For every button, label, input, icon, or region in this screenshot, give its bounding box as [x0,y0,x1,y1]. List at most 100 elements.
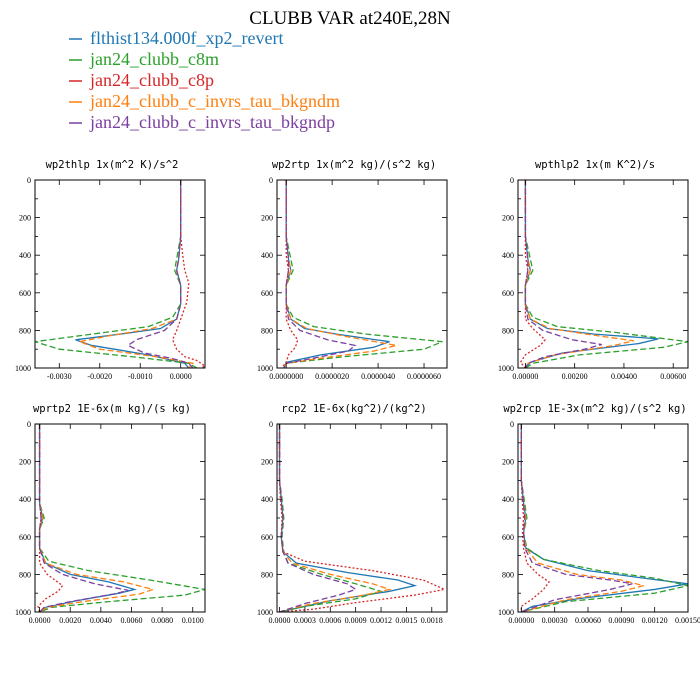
series-line [38,424,205,612]
y-tick-label: 800 [19,326,31,335]
y-tick-label: 1000 [257,364,273,373]
series-line [171,180,205,368]
x-tick-label: 0.00150 [675,616,700,625]
y-tick-label: 800 [261,570,273,579]
y-tick-label: 600 [19,289,31,298]
x-tick-label: 0.0000000 [269,372,303,381]
x-tick-label: 0.00600 [660,372,686,381]
series-line [278,424,358,612]
y-tick-label: 200 [502,214,514,223]
legend-entry-label: flthist134.000f_xp2_revert [90,28,283,48]
x-tick-label: 0.00000 [508,616,534,625]
x-tick-label: 0.0040 [90,616,112,625]
y-tick-label: 0 [27,176,31,185]
x-tick-label: 0.00400 [611,372,637,381]
x-tick-label: 0.0000 [170,372,192,381]
series-line [520,424,688,612]
y-tick-label: 800 [261,326,273,335]
y-tick-label: 1000 [15,364,31,373]
chart-panel: wpthlp2 1x(m K^2)/s020040060080010000.00… [498,159,689,381]
y-tick-label: 200 [261,458,273,467]
x-tick-label: 0.0000020 [315,372,349,381]
y-tick-label: 600 [261,533,273,542]
y-tick-label: 1000 [498,608,514,617]
series-line [278,424,447,612]
y-tick-label: 200 [261,214,273,223]
series-line [38,424,138,612]
y-tick-label: 800 [502,326,514,335]
x-tick-label: 0.0000 [269,616,291,625]
x-tick-label: 0.0015 [395,616,417,625]
x-tick-label: 0.00090 [608,616,634,625]
legend-entry-label: jan24_clubb_c8m [89,49,219,69]
series-line [519,180,547,368]
x-tick-label: 0.0000060 [407,372,441,381]
series-line [126,180,194,368]
y-tick-label: 0 [510,176,514,185]
series-line [520,424,633,612]
x-tick-label: 0.0000040 [361,372,395,381]
series-line [38,424,156,612]
panels: wp2thlp 1x(m^2 K)/s^2 0 200 400 600 800 1000 -0… [15,159,700,625]
x-tick-label: 0.0020 [59,616,81,625]
figure-title: CLUBB VAR at240E,28N [249,8,451,29]
y-tick-label: 400 [502,495,514,504]
panel-title: wpthlp2 1x(m K^2)/s [535,159,655,171]
y-tick-label: 400 [19,495,31,504]
series-line [278,424,384,612]
legend: flthist134.000f_xp2_revertjan24_clubb_c8… [69,28,340,132]
legend-entry-label: jan24_clubb_c8p [89,70,214,90]
panel-title: rcp2 1E-6x(kg^2)/(kg^2) [281,403,426,415]
y-tick-label: 200 [19,458,31,467]
series-line [283,180,397,368]
series-line [38,424,129,612]
x-tick-label: 0.00030 [542,616,568,625]
series-line [77,180,195,368]
series-line [520,424,551,612]
y-tick-label: 1000 [257,608,273,617]
y-tick-label: 200 [19,214,31,223]
y-tick-label: 600 [502,533,514,542]
x-tick-label: 0.0006 [319,616,341,625]
x-tick-label: 0.0080 [151,616,173,625]
y-tick-label: 0 [27,420,31,429]
x-tick-label: 0.00060 [575,616,601,625]
series-line [283,180,443,368]
x-tick-label: 0.00120 [642,616,668,625]
y-tick-label: 0 [269,420,273,429]
chart-panel: wp2thlp 1x(m^2 K)/s^2 0 200 400 600 800 1000 -0… [15,159,206,381]
plot-frame [276,423,448,613]
plot-frame [34,179,206,369]
panel-title: wp2rcp 1E-3x(m^2 kg)/(s^2 kg) [503,403,686,415]
series-line [283,180,357,368]
chart-panel: wp2rcp 1E-3x(m^2 kg)/(s^2 kg) 0 200 400 600 8… [498,403,700,625]
y-tick-label: 600 [502,289,514,298]
series-line [520,424,688,612]
y-tick-label: 600 [19,533,31,542]
chart-panel: wp2rtp 1x(m^2 kg)/(s^2 kg) 0 200 400 600 800 1… [257,159,448,381]
series-line [281,180,299,368]
series-line [524,180,602,368]
x-tick-label: -0.0030 [47,372,72,381]
x-tick-label: -0.0020 [87,372,112,381]
panel-title: wp2thlp 1x(m^2 K)/s^2 [46,159,179,171]
y-tick-label: 0 [510,420,514,429]
series-line [283,180,390,368]
y-tick-label: 800 [502,570,514,579]
y-tick-label: 200 [502,458,514,467]
y-tick-label: 400 [502,251,514,260]
x-tick-label: 0.0003 [294,616,316,625]
panel-title: wp2rtp 1x(m^2 kg)/(s^2 kg) [272,159,436,171]
x-tick-label: 0.0012 [370,616,392,625]
y-tick-label: 400 [19,251,31,260]
series-line [520,424,644,612]
x-tick-label: 0.0000 [29,616,51,625]
x-tick-label: 0.0009 [345,616,367,625]
plot-frame [517,423,689,613]
series-line [524,180,634,368]
legend-entry-label: jan24_clubb_c_invrs_tau_bkgndp [89,112,335,132]
x-tick-label: 0.00200 [562,372,588,381]
plot-frame [517,179,689,369]
x-tick-label: 0.0060 [120,616,142,625]
